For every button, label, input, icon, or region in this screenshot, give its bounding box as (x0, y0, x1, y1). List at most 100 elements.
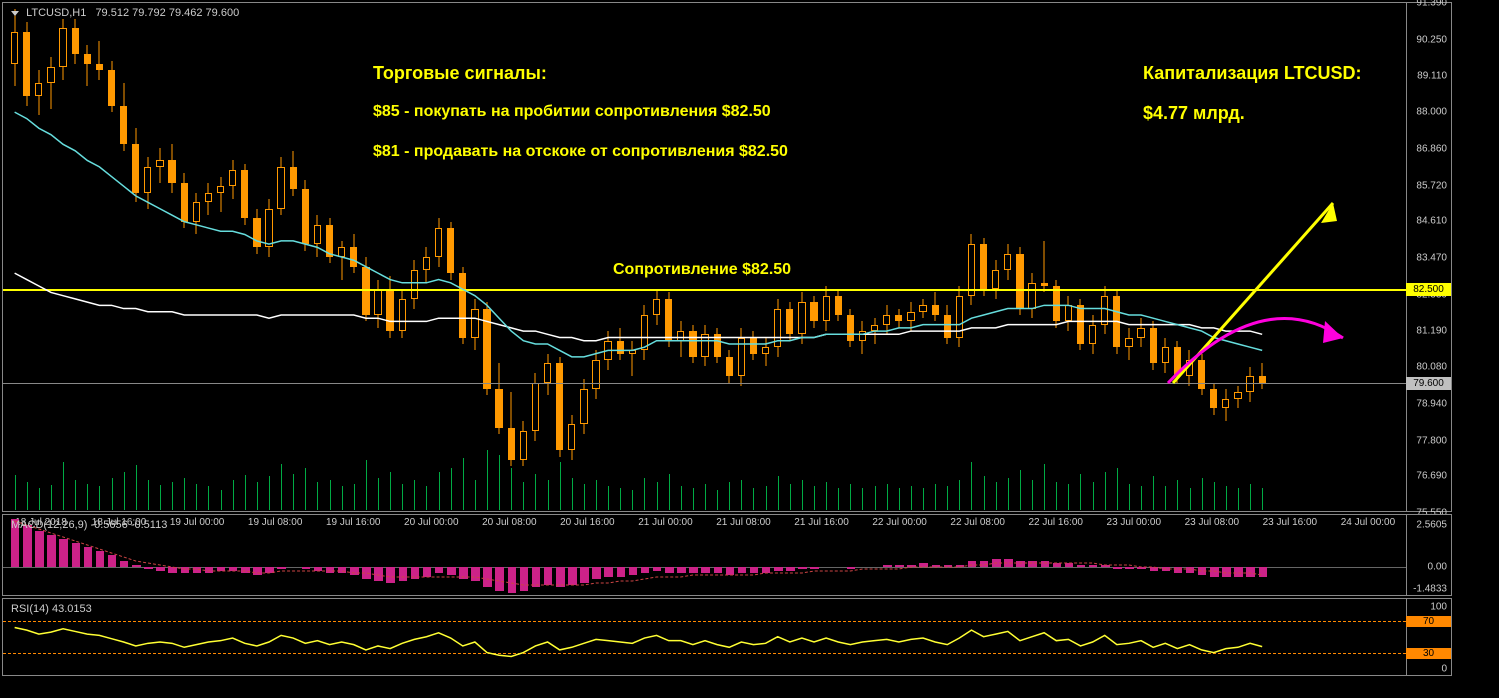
macd-bar (532, 567, 540, 587)
candle (277, 3, 284, 513)
candle (592, 3, 599, 513)
macd-bar (217, 567, 225, 571)
volume-bar (1214, 482, 1215, 510)
volume-bar (911, 486, 912, 510)
rsi-level-line: 30 (3, 653, 1406, 654)
macd-bar (495, 567, 503, 591)
volume-bar (172, 482, 173, 510)
macd-bar (980, 561, 988, 567)
main-price-chart[interactable]: LTCUSD,H1 79.512 79.792 79.462 79.600 91… (2, 2, 1452, 512)
macd-bar (326, 567, 334, 573)
candle (72, 3, 79, 513)
candle (617, 3, 624, 513)
candle (786, 3, 793, 513)
rsi-tick: 0 (1441, 664, 1447, 675)
macd-bar (1004, 559, 1012, 567)
macd-bar (653, 567, 661, 571)
candle (241, 3, 248, 513)
candle (992, 3, 999, 513)
macd-bar (96, 551, 104, 567)
macd-panel[interactable]: MACD(12,26,9) -0.5656 -0.5113 2.56050.00… (2, 514, 1452, 596)
volume-bar (535, 474, 536, 510)
macd-bar (1198, 567, 1206, 575)
candle (629, 3, 636, 513)
resistance-price-tag: 82.500 (1406, 283, 1451, 296)
candle (810, 3, 817, 513)
volume-bar (1093, 482, 1094, 510)
volume-bar (136, 465, 137, 510)
candle (1101, 3, 1108, 513)
rsi-label: RSI(14) 43.0153 (11, 603, 92, 615)
volume-bar (790, 484, 791, 510)
volume-bar (39, 488, 40, 510)
candle (1004, 3, 1011, 513)
candle (1125, 3, 1132, 513)
candle (205, 3, 212, 513)
candle (944, 3, 951, 513)
price-tick: 90.250 (1416, 34, 1447, 45)
volume-bar (826, 482, 827, 510)
macd-bar (665, 567, 673, 573)
candle (338, 3, 345, 513)
dropdown-icon[interactable] (11, 11, 19, 16)
candle (326, 3, 333, 513)
candle (120, 3, 127, 513)
macd-bar (617, 567, 625, 577)
macd-bar (641, 567, 649, 573)
volume-bar (1105, 472, 1106, 510)
macd-bar (1053, 563, 1061, 567)
macd-bar (120, 561, 128, 567)
macd-bar (1150, 567, 1158, 571)
macd-bar (447, 567, 455, 575)
candle (871, 3, 878, 513)
candle (762, 3, 769, 513)
candle (253, 3, 260, 513)
volume-bar (257, 482, 258, 510)
volume-bar (160, 485, 161, 510)
macd-bar (181, 567, 189, 573)
macd-bar (350, 567, 358, 575)
rsi-level-tag: 70 (1406, 616, 1451, 627)
macd-tick: 0.00 (1428, 562, 1447, 573)
candle (84, 3, 91, 513)
volume-bar (499, 455, 500, 510)
candle (774, 3, 781, 513)
volume-bar (184, 478, 185, 510)
candle (193, 3, 200, 513)
volume-bar (971, 462, 972, 510)
volume-bar (487, 450, 488, 510)
candle (290, 3, 297, 513)
volume-bar (814, 486, 815, 510)
volume-bar (560, 462, 561, 510)
macd-bar (338, 567, 346, 573)
annotation-resistance_label: Сопротивление $82.50 (613, 261, 791, 279)
macd-bar (726, 567, 734, 575)
macd-bar (193, 567, 201, 573)
rsi-panel[interactable]: RSI(14) 43.0153 1000 7030 (2, 598, 1452, 676)
volume-bar (1032, 480, 1033, 510)
macd-bar (1041, 561, 1049, 567)
macd-bar (944, 565, 952, 567)
candle (956, 3, 963, 513)
volume-bar (87, 484, 88, 510)
volume-bar (778, 476, 779, 510)
volume-bar (1080, 474, 1081, 510)
price-tick: 91.390 (1416, 0, 1447, 9)
volume-bar (838, 488, 839, 510)
current-price-tag: 79.600 (1406, 377, 1451, 390)
candle (47, 3, 54, 513)
volume-bar (1177, 480, 1178, 510)
macd-bar (241, 567, 249, 573)
volume-bar (366, 460, 367, 510)
macd-bar (508, 567, 516, 593)
volume-bar (935, 484, 936, 510)
candle (302, 3, 309, 513)
rsi-level-line: 70 (3, 621, 1406, 622)
volume-bar (523, 482, 524, 510)
volume-bar (729, 482, 730, 510)
volume-bar (1068, 484, 1069, 510)
macd-bar (435, 567, 443, 573)
macd-bar (314, 567, 322, 571)
macd-bar (762, 567, 770, 573)
candle (1065, 3, 1072, 513)
